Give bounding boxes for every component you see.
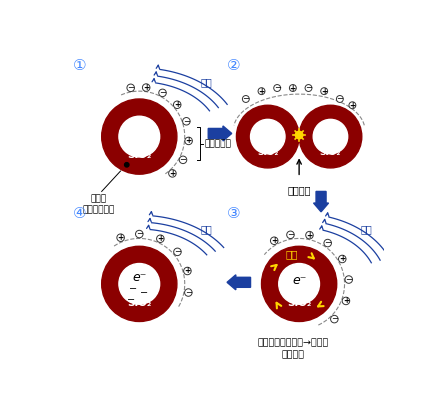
Text: +: + <box>258 87 264 96</box>
Circle shape <box>185 289 192 296</box>
Circle shape <box>342 297 350 305</box>
Text: −: − <box>179 155 187 164</box>
Text: SiO₂: SiO₂ <box>287 298 311 308</box>
Text: +: + <box>184 267 190 276</box>
Circle shape <box>274 85 280 92</box>
Text: +: + <box>343 296 349 305</box>
Text: −: − <box>159 88 166 97</box>
Circle shape <box>251 119 285 154</box>
Circle shape <box>156 235 164 243</box>
Circle shape <box>270 237 278 245</box>
Circle shape <box>159 89 166 96</box>
Circle shape <box>142 84 150 91</box>
Text: +: + <box>157 234 163 243</box>
Text: −: − <box>336 94 343 103</box>
Circle shape <box>336 96 343 103</box>
Text: +: + <box>339 254 346 263</box>
Text: −: − <box>274 83 281 92</box>
Circle shape <box>119 116 159 157</box>
Circle shape <box>127 84 135 92</box>
Circle shape <box>279 263 319 304</box>
Text: SiO₂: SiO₂ <box>127 298 152 308</box>
Text: −: − <box>242 94 249 103</box>
Text: SiO₂: SiO₂ <box>127 151 152 160</box>
Circle shape <box>183 118 190 125</box>
Text: ③: ③ <box>226 206 240 221</box>
Text: +: + <box>307 231 313 240</box>
FancyArrow shape <box>314 191 329 212</box>
Text: ①: ① <box>73 58 86 73</box>
Circle shape <box>174 248 181 256</box>
Text: +: + <box>117 233 124 242</box>
Circle shape <box>349 102 356 109</box>
Text: +: + <box>290 83 296 92</box>
Circle shape <box>169 170 176 177</box>
Text: ②: ② <box>226 58 240 73</box>
Text: 電流: 電流 <box>285 249 298 259</box>
Circle shape <box>237 105 299 168</box>
Text: +: + <box>349 101 356 110</box>
FancyArrow shape <box>208 126 232 141</box>
Text: 水流: 水流 <box>201 224 213 234</box>
Circle shape <box>287 231 294 239</box>
Circle shape <box>321 88 328 94</box>
Text: −: − <box>305 83 312 92</box>
Circle shape <box>179 156 187 164</box>
Circle shape <box>119 263 159 304</box>
Text: ④: ④ <box>73 206 86 221</box>
Text: SiO₂: SiO₂ <box>320 148 341 157</box>
Text: +: + <box>143 83 149 92</box>
Circle shape <box>136 230 143 238</box>
Text: −: − <box>183 117 190 126</box>
Circle shape <box>124 163 129 167</box>
Circle shape <box>313 119 348 154</box>
Text: +: + <box>186 136 192 145</box>
Text: −: − <box>331 315 338 324</box>
Text: 局所発熱: 局所発熱 <box>288 185 311 195</box>
Text: −: − <box>345 275 352 284</box>
Text: +: + <box>174 100 180 109</box>
Text: 水流: 水流 <box>201 77 213 87</box>
Text: エルセ
セラミックス: エルセ セラミックス <box>82 195 115 214</box>
Circle shape <box>174 101 181 109</box>
FancyArrow shape <box>227 275 251 290</box>
Text: −: − <box>129 284 137 293</box>
Circle shape <box>345 276 353 283</box>
Circle shape <box>242 96 249 103</box>
Text: 電気二重層: 電気二重層 <box>204 139 231 148</box>
Text: −: − <box>127 83 134 92</box>
Text: −: − <box>128 295 136 304</box>
Text: −: − <box>136 230 143 239</box>
Circle shape <box>306 232 313 239</box>
Circle shape <box>324 239 331 247</box>
Text: −: − <box>140 288 148 298</box>
Circle shape <box>185 137 192 144</box>
Text: e⁻: e⁻ <box>132 271 147 284</box>
Text: −: − <box>287 230 294 239</box>
Text: e⁻: e⁻ <box>292 274 306 287</box>
Circle shape <box>184 267 191 275</box>
Text: +: + <box>321 87 327 96</box>
Circle shape <box>117 234 124 241</box>
Circle shape <box>330 315 338 323</box>
Text: SiO₂: SiO₂ <box>257 148 279 157</box>
Text: +: + <box>169 169 175 178</box>
Circle shape <box>338 255 346 263</box>
Circle shape <box>102 246 177 322</box>
Circle shape <box>299 105 362 168</box>
Text: +: + <box>271 236 277 245</box>
Text: −: − <box>174 247 181 256</box>
Circle shape <box>261 246 337 322</box>
Circle shape <box>258 88 265 94</box>
Circle shape <box>305 85 312 92</box>
Text: −: − <box>185 288 192 297</box>
Text: −: − <box>324 239 331 247</box>
Text: 温度差による表面→内側の
電流発生: 温度差による表面→内側の 電流発生 <box>257 339 328 359</box>
Circle shape <box>295 131 303 139</box>
Text: 水流: 水流 <box>361 224 373 234</box>
Circle shape <box>289 85 296 92</box>
Circle shape <box>102 99 177 174</box>
